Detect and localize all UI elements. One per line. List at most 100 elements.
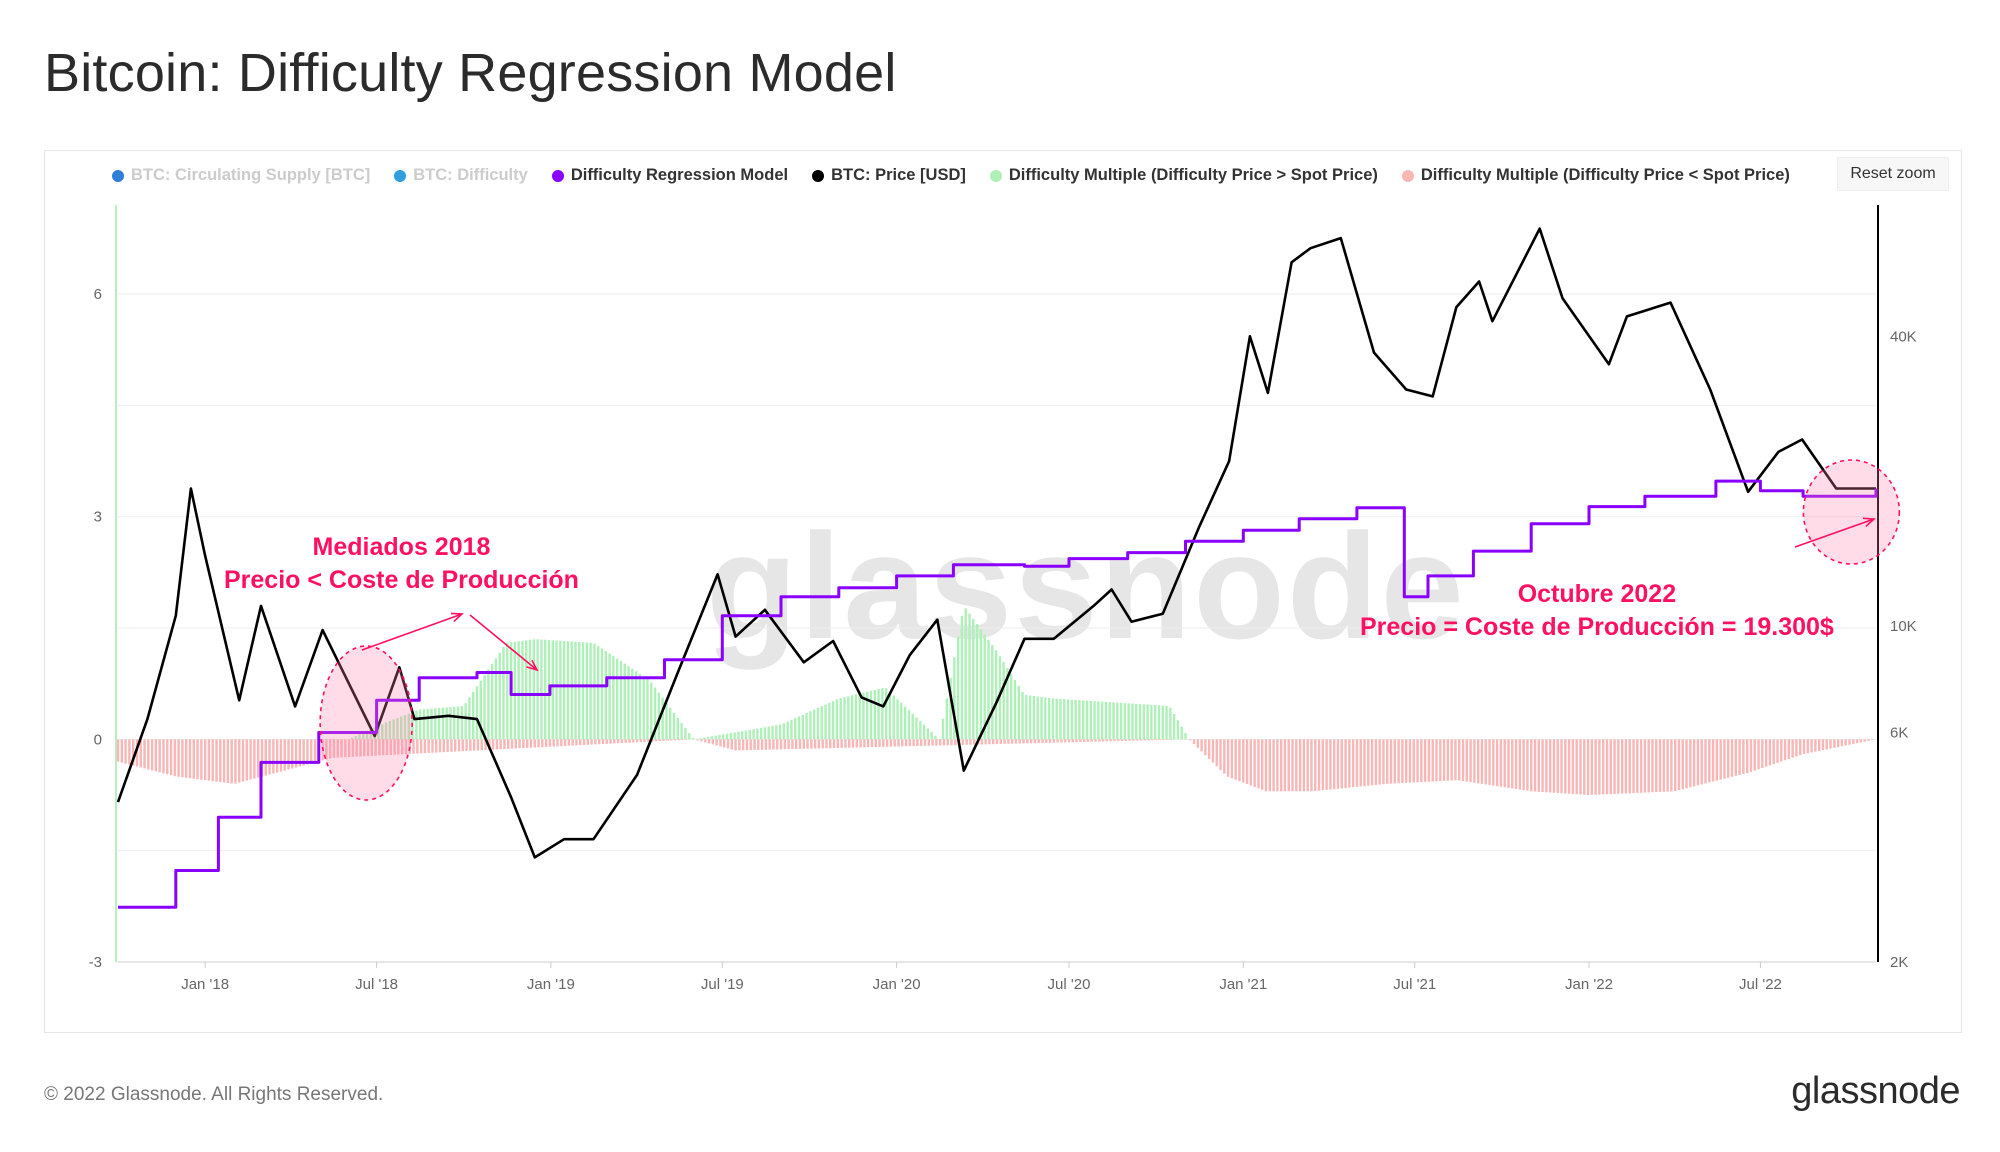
multiple-bar xyxy=(1708,739,1711,783)
multiple-bar xyxy=(850,695,854,740)
multiple-bar xyxy=(1157,705,1161,740)
multiple-bar xyxy=(1071,739,1074,743)
multiple-bar xyxy=(1393,739,1397,784)
legend-label: Difficulty Multiple (Difficulty Price < … xyxy=(1420,166,1790,184)
legend-item-regression-model[interactable]: Difficulty Regression Model xyxy=(551,166,788,185)
multiple-bar xyxy=(1552,739,1556,793)
glassnode-logo[interactable]: glassnode xyxy=(1791,1070,1960,1112)
multiple-bar xyxy=(1014,739,1018,744)
multiple-bar xyxy=(518,739,521,749)
multiple-bar xyxy=(1120,739,1124,742)
multiple-bar xyxy=(995,739,999,745)
multiple-bar xyxy=(499,739,502,750)
multiple-bar xyxy=(1802,739,1806,755)
multiple-bar xyxy=(1112,702,1115,740)
legend-item-circulating-supply[interactable]: BTC: Circulating Supply [BTC] xyxy=(112,166,370,185)
multiple-bar xyxy=(594,739,597,745)
multiple-bar xyxy=(892,695,895,740)
multiple-bar xyxy=(1089,700,1092,740)
multiple-bar xyxy=(1223,739,1226,774)
multiple-bar xyxy=(268,739,271,775)
multiple-bar xyxy=(1412,739,1415,783)
multiple-bar xyxy=(272,739,275,774)
legend-item-multiple-above[interactable]: Difficulty Multiple (Difficulty Price > … xyxy=(989,166,1378,185)
reset-zoom-button[interactable]: Reset zoom xyxy=(1837,157,1949,191)
multiple-bar xyxy=(1480,739,1484,784)
multiple-bar xyxy=(926,728,930,740)
multiple-bar xyxy=(794,739,798,749)
multiple-bar xyxy=(759,727,763,740)
multiple-bar xyxy=(1514,739,1518,790)
multiple-bar xyxy=(541,739,544,748)
multiple-bar xyxy=(543,639,547,740)
multiple-bar xyxy=(791,739,794,750)
multiple-bar xyxy=(1238,739,1241,782)
multiple-bar xyxy=(575,739,578,746)
multiple-bar xyxy=(896,699,899,740)
multiple-bar xyxy=(1310,739,1313,792)
multiple-bar xyxy=(840,739,843,748)
multiple-bar xyxy=(450,739,453,752)
multiple-bar xyxy=(555,640,558,740)
legend-item-difficulty[interactable]: BTC: Difficulty xyxy=(394,166,528,185)
multiple-bar xyxy=(200,739,203,780)
multiple-bar xyxy=(775,725,778,740)
multiple-bar xyxy=(385,739,389,756)
multiple-bar xyxy=(1806,739,1810,754)
multiple-bar xyxy=(1609,739,1612,795)
multiple-bar xyxy=(287,739,290,770)
multiple-bar xyxy=(767,726,770,740)
multiple-bar xyxy=(1082,739,1086,742)
multiple-bar xyxy=(1074,699,1077,740)
multiple-bar xyxy=(646,678,649,740)
multiple-bar xyxy=(831,701,835,740)
multiple-bar xyxy=(1100,701,1104,740)
multiple-bar xyxy=(184,739,188,778)
multiple-bar xyxy=(253,739,256,779)
multiple-bar xyxy=(1791,739,1794,758)
multiple-bar xyxy=(1639,739,1643,793)
multiple-bar xyxy=(1017,685,1020,740)
multiple-bar xyxy=(1575,739,1578,795)
multiple-bar xyxy=(1359,739,1362,787)
multiple-bar xyxy=(388,720,392,740)
multiple-bar xyxy=(901,739,904,747)
multiple-bar xyxy=(1704,739,1707,784)
multiple-bar xyxy=(1590,739,1594,795)
multiple-bar xyxy=(1158,739,1162,741)
multiple-bar xyxy=(677,739,680,741)
multiple-bar xyxy=(956,636,960,740)
multiple-bar xyxy=(412,739,415,754)
multiple-bar xyxy=(1446,739,1450,781)
multiple-bar xyxy=(230,739,233,784)
chart-frame xyxy=(44,150,1962,1033)
multiple-bar xyxy=(1817,739,1821,751)
multiple-bar xyxy=(624,739,627,743)
multiple-bar xyxy=(922,724,926,740)
multiple-bar xyxy=(1761,739,1764,768)
multiple-bar xyxy=(517,641,520,740)
multiple-bar xyxy=(1420,739,1423,783)
multiple-bar xyxy=(1518,739,1522,790)
multiple-bar xyxy=(718,734,721,740)
multiple-bar xyxy=(139,739,142,768)
legend-item-multiple-below[interactable]: Difficulty Multiple (Difficulty Price < … xyxy=(1401,166,1790,185)
annotation-title: Mediados 2018 xyxy=(312,533,491,561)
legend-item-price[interactable]: BTC: Price [USD] xyxy=(812,166,966,185)
multiple-bar xyxy=(882,739,885,747)
multiple-bar xyxy=(627,666,630,740)
multiple-bar xyxy=(1681,739,1684,790)
multiple-bar xyxy=(1461,739,1465,782)
multiple-bar xyxy=(1047,697,1051,740)
multiple-bar xyxy=(1423,739,1427,782)
multiple-bar xyxy=(768,739,771,750)
multiple-bar xyxy=(1109,739,1112,742)
multiple-bar xyxy=(566,641,570,740)
multiple-bar xyxy=(1093,701,1096,740)
multiple-bar xyxy=(847,696,850,740)
multiple-bar xyxy=(738,739,741,751)
multiple-bar xyxy=(1276,739,1279,792)
multiple-bar xyxy=(382,739,385,756)
multiple-bar xyxy=(609,739,612,744)
